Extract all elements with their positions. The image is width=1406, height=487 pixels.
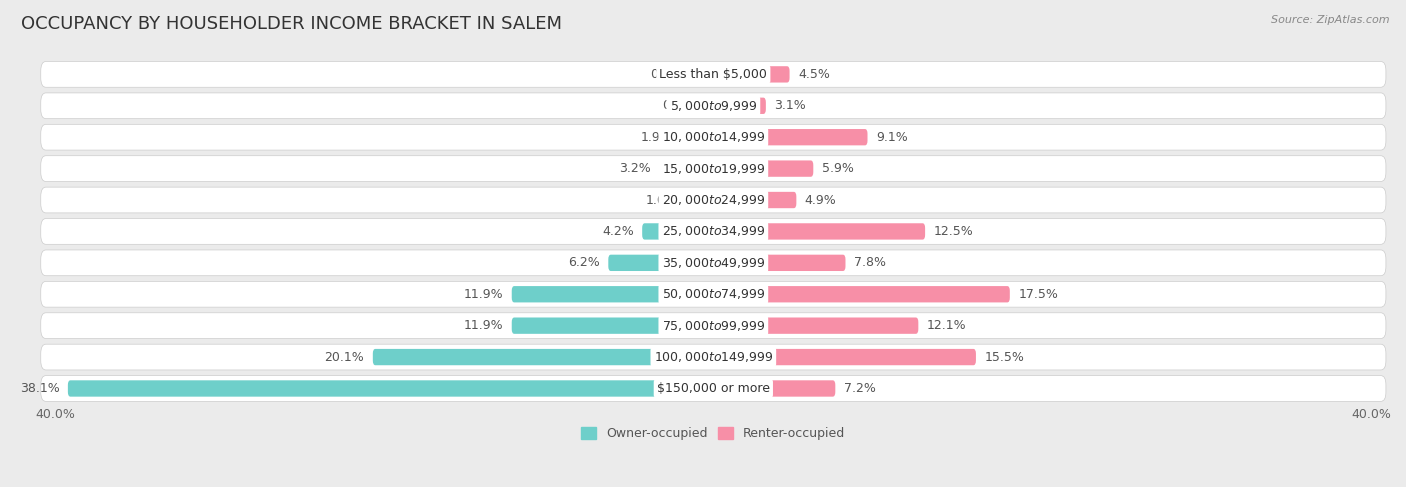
FancyBboxPatch shape xyxy=(659,160,713,177)
FancyBboxPatch shape xyxy=(699,66,713,82)
FancyBboxPatch shape xyxy=(713,223,925,240)
FancyBboxPatch shape xyxy=(609,255,713,271)
FancyBboxPatch shape xyxy=(713,66,790,82)
FancyBboxPatch shape xyxy=(713,349,976,365)
Text: 1.9%: 1.9% xyxy=(641,131,672,144)
FancyBboxPatch shape xyxy=(643,223,713,240)
Text: $5,000 to $9,999: $5,000 to $9,999 xyxy=(669,99,758,113)
Text: $50,000 to $74,999: $50,000 to $74,999 xyxy=(662,287,765,301)
FancyBboxPatch shape xyxy=(713,286,1010,302)
Text: 11.9%: 11.9% xyxy=(464,319,503,332)
FancyBboxPatch shape xyxy=(686,192,713,208)
FancyBboxPatch shape xyxy=(41,219,1386,244)
Text: Source: ZipAtlas.com: Source: ZipAtlas.com xyxy=(1271,15,1389,25)
FancyBboxPatch shape xyxy=(41,313,1386,338)
Text: 0.16%: 0.16% xyxy=(662,99,702,112)
Text: 17.5%: 17.5% xyxy=(1018,288,1059,301)
Text: 4.9%: 4.9% xyxy=(804,193,837,206)
FancyBboxPatch shape xyxy=(41,281,1386,307)
Text: 3.1%: 3.1% xyxy=(775,99,806,112)
FancyBboxPatch shape xyxy=(713,97,766,114)
FancyBboxPatch shape xyxy=(41,156,1386,182)
FancyBboxPatch shape xyxy=(713,318,918,334)
Text: 7.8%: 7.8% xyxy=(853,256,886,269)
FancyBboxPatch shape xyxy=(681,129,713,145)
FancyBboxPatch shape xyxy=(41,61,1386,87)
FancyBboxPatch shape xyxy=(41,344,1386,370)
Text: Less than $5,000: Less than $5,000 xyxy=(659,68,768,81)
Text: 40.0%: 40.0% xyxy=(35,408,76,421)
FancyBboxPatch shape xyxy=(512,286,713,302)
FancyBboxPatch shape xyxy=(373,349,713,365)
FancyBboxPatch shape xyxy=(41,93,1386,119)
Text: $20,000 to $24,999: $20,000 to $24,999 xyxy=(662,193,765,207)
Legend: Owner-occupied, Renter-occupied: Owner-occupied, Renter-occupied xyxy=(576,422,851,445)
FancyBboxPatch shape xyxy=(41,375,1386,401)
FancyBboxPatch shape xyxy=(41,250,1386,276)
Text: 3.2%: 3.2% xyxy=(619,162,651,175)
Text: $100,000 to $149,999: $100,000 to $149,999 xyxy=(654,350,773,364)
FancyBboxPatch shape xyxy=(710,97,713,114)
Text: 12.1%: 12.1% xyxy=(927,319,966,332)
Text: 7.2%: 7.2% xyxy=(844,382,876,395)
Text: 4.2%: 4.2% xyxy=(602,225,634,238)
FancyBboxPatch shape xyxy=(713,129,868,145)
Text: $150,000 or more: $150,000 or more xyxy=(657,382,770,395)
FancyBboxPatch shape xyxy=(713,380,835,396)
Text: $75,000 to $99,999: $75,000 to $99,999 xyxy=(662,318,765,333)
Text: 40.0%: 40.0% xyxy=(1351,408,1391,421)
Text: 11.9%: 11.9% xyxy=(464,288,503,301)
FancyBboxPatch shape xyxy=(41,187,1386,213)
Text: OCCUPANCY BY HOUSEHOLDER INCOME BRACKET IN SALEM: OCCUPANCY BY HOUSEHOLDER INCOME BRACKET … xyxy=(21,15,562,33)
FancyBboxPatch shape xyxy=(512,318,713,334)
FancyBboxPatch shape xyxy=(713,192,796,208)
Text: 5.9%: 5.9% xyxy=(821,162,853,175)
Text: 20.1%: 20.1% xyxy=(325,351,364,364)
Text: 12.5%: 12.5% xyxy=(934,225,973,238)
Text: 6.2%: 6.2% xyxy=(568,256,600,269)
Text: 38.1%: 38.1% xyxy=(20,382,59,395)
Text: 15.5%: 15.5% xyxy=(984,351,1025,364)
Text: $25,000 to $34,999: $25,000 to $34,999 xyxy=(662,225,765,239)
Text: 4.5%: 4.5% xyxy=(799,68,830,81)
FancyBboxPatch shape xyxy=(713,160,813,177)
FancyBboxPatch shape xyxy=(41,124,1386,150)
Text: $35,000 to $49,999: $35,000 to $49,999 xyxy=(662,256,765,270)
Text: 9.1%: 9.1% xyxy=(876,131,908,144)
Text: 1.6%: 1.6% xyxy=(645,193,678,206)
Text: $15,000 to $19,999: $15,000 to $19,999 xyxy=(662,162,765,176)
FancyBboxPatch shape xyxy=(713,255,845,271)
Text: $10,000 to $14,999: $10,000 to $14,999 xyxy=(662,130,765,144)
Text: 0.88%: 0.88% xyxy=(650,68,690,81)
FancyBboxPatch shape xyxy=(67,380,713,396)
